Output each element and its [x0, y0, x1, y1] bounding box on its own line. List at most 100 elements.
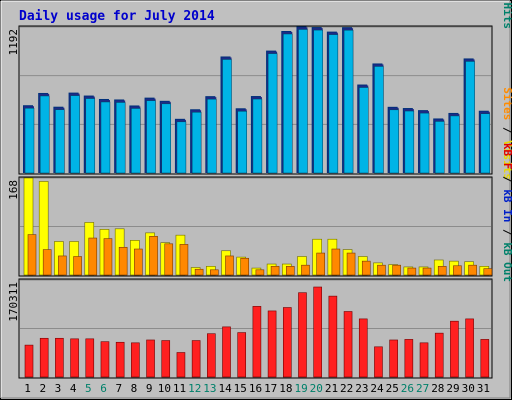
sites-bar: [407, 267, 417, 276]
sites-bar: [58, 255, 67, 276]
sites-bar: [483, 268, 493, 276]
pages-bar: [24, 107, 35, 174]
pages-bar: [434, 121, 445, 174]
pages-bar: [85, 98, 96, 174]
kb-bar: [55, 337, 64, 378]
pages-bar: [146, 100, 156, 174]
sites-bar: [194, 268, 204, 276]
sites-bar: [346, 252, 356, 276]
kb-bar: [85, 338, 95, 378]
sites-bar: [437, 266, 447, 276]
series-legend-part: Hits: [501, 3, 512, 30]
x-tick-label: 15: [234, 382, 247, 395]
sites-bar: [225, 255, 234, 276]
kb-bar: [389, 339, 398, 378]
kb-bar: [419, 342, 429, 378]
x-tick-label: 23: [355, 382, 368, 395]
pages-bar: [222, 59, 232, 174]
pages-bar: [404, 110, 415, 174]
pages-bar: [55, 109, 65, 174]
sites-bar: [377, 264, 386, 276]
sites-bar: [255, 269, 265, 276]
pages-bar: [298, 29, 308, 174]
pages-bar: [131, 108, 141, 174]
y-max-label: 168: [7, 180, 20, 200]
pages-bar: [252, 98, 263, 174]
x-tick-label: 4: [70, 382, 77, 395]
kb-bar: [176, 352, 186, 378]
sites-bar: [134, 248, 143, 276]
kb-bar: [191, 340, 201, 378]
sites-bar: [331, 248, 341, 276]
x-tick-label: 2: [39, 382, 46, 395]
pages-bar: [176, 121, 187, 174]
series-legend-label: Pages / Files / Hits: [501, 0, 512, 29]
kb-bar: [115, 341, 125, 378]
x-tick-label: 9: [146, 382, 153, 395]
x-tick-label: 17: [264, 382, 277, 395]
series-legend-part: /: [501, 0, 512, 3]
kb-bar: [222, 326, 231, 378]
sites-bar: [210, 269, 219, 276]
pages-bar: [39, 95, 50, 174]
sites-bar: [285, 266, 295, 276]
kb-bar: [237, 332, 247, 378]
kb-bar: [313, 286, 322, 378]
pages-bar: [328, 34, 339, 174]
x-tick-label: 3: [55, 382, 62, 395]
panel-pages-files-hits: 1192 Pages / Files / Hits: [7, 0, 512, 174]
x-tick-label: 12: [188, 382, 201, 395]
series-legend-part: kB Out: [501, 242, 512, 282]
kb-bar: [131, 342, 140, 378]
x-tick-label: 25: [386, 382, 399, 395]
kb-bar: [298, 292, 307, 378]
pages-bar: [237, 111, 247, 174]
kb-bar: [450, 320, 459, 378]
sites-bar: [149, 236, 158, 276]
kb-bar: [207, 333, 216, 378]
pages-bar: [267, 53, 278, 174]
pages-bar: [465, 61, 475, 174]
panel-kb: 170311 kB F / kB In / kB Out: [7, 143, 512, 378]
pages-bar: [389, 109, 399, 174]
sites-bar: [179, 244, 189, 276]
series-legend-part: Sites: [501, 87, 512, 120]
series-legend-part: Visits: [501, 140, 512, 180]
x-tick-label: 28: [431, 382, 444, 395]
x-tick-label: 6: [100, 382, 107, 395]
sites-bar: [42, 249, 52, 276]
x-tick-label: 29: [446, 382, 459, 395]
x-tick-label: 16: [249, 382, 262, 395]
x-tick-label: 19: [294, 382, 307, 395]
pages-bar: [283, 33, 293, 174]
pages-bar: [343, 29, 354, 174]
kb-bar: [252, 306, 262, 378]
series-legend-label: Sites / Visits: [501, 87, 512, 180]
x-tick-label: 18: [279, 382, 292, 395]
series-legend-label: kB F / kB In / kB Out: [501, 143, 512, 282]
kb-bar: [24, 344, 34, 378]
x-tick-label: 31: [477, 382, 490, 395]
sites-bar: [164, 243, 174, 276]
x-tick-label: 30: [462, 382, 475, 395]
x-tick-label: 26: [401, 382, 414, 395]
x-tick-label: 11: [173, 382, 186, 395]
y-max-label: 1192: [7, 29, 20, 56]
pages-bar: [191, 112, 202, 174]
kb-bar: [480, 339, 490, 378]
x-tick-label: 1: [24, 382, 31, 395]
sites-bar: [392, 264, 401, 276]
sites-bar: [27, 234, 37, 276]
x-tick-label: 14: [218, 382, 232, 395]
sites-bar: [103, 238, 113, 276]
sites-bar: [361, 260, 371, 276]
sites-bar: [240, 257, 250, 276]
series-legend-part: /: [501, 169, 512, 189]
pages-bar: [115, 102, 126, 174]
sites-bar: [316, 252, 325, 276]
pages-bar: [161, 103, 171, 174]
pages-bar: [419, 112, 430, 174]
pages-bar: [450, 115, 460, 174]
series-legend-part: /: [501, 120, 512, 140]
